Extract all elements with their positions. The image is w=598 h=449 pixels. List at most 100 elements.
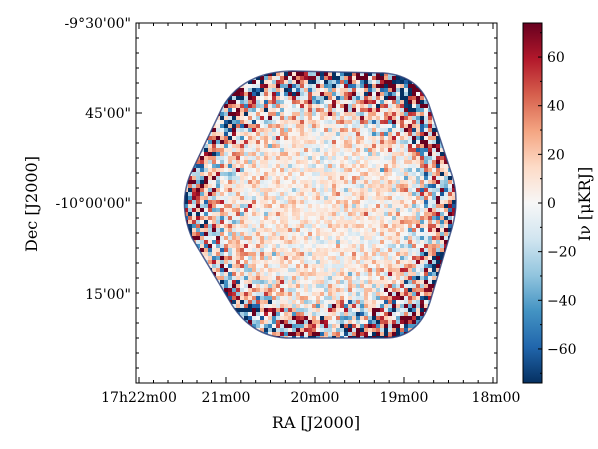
map-pixel [404,184,409,189]
map-pixel [436,256,441,261]
map-pixel [308,324,313,329]
map-pixel [260,316,265,321]
map-pixel [356,312,361,317]
map-pixel [252,188,257,193]
map-pixel [404,316,409,321]
map-pixel [424,340,428,344]
map-pixel [452,236,456,241]
map-pixel [312,120,317,125]
map-pixel [180,196,184,200]
map-pixel [180,152,184,156]
map-pixel [432,196,437,201]
map-pixel [320,120,325,125]
map-pixel [320,236,325,241]
map-pixel [288,176,293,181]
map-pixel [348,132,353,137]
map-pixel [312,84,317,89]
map-pixel [356,160,361,165]
map-pixel [180,172,184,176]
map-pixel [404,80,409,85]
map-pixel [240,184,245,189]
map-pixel [240,108,245,113]
map-pixel [248,212,253,217]
map-pixel [300,188,305,193]
map-pixel [248,100,253,105]
map-pixel [212,112,217,117]
map-pixel [176,316,180,320]
map-pixel [180,312,184,316]
map-pixel [364,212,369,217]
map-pixel [368,156,373,161]
map-pixel [188,208,193,213]
map-pixel [308,284,313,289]
map-pixel [380,84,385,89]
map-pixel [328,148,333,153]
map-pixel [432,268,437,273]
map-pixel [188,132,193,137]
map-pixel [396,272,401,277]
map-pixel [404,192,409,197]
map-pixel [260,232,265,237]
map-pixel [320,160,325,165]
map-pixel [376,144,381,149]
map-pixel [396,176,401,181]
map-pixel [372,136,377,141]
map-pixel [176,272,180,276]
map-pixel [384,300,389,305]
map-pixel [340,172,345,177]
map-pixel [276,132,281,137]
map-pixel [436,88,441,93]
map-pixel [324,260,329,265]
map-pixel [224,280,229,285]
map-pixel [444,276,449,281]
map-pixel [432,88,437,93]
map-pixel [392,268,397,273]
map-pixel [208,272,213,277]
map-pixel [368,116,373,121]
map-pixel [316,172,321,177]
map-pixel [244,220,249,225]
map-pixel [412,156,417,161]
map-pixel [400,340,404,344]
map-pixel [180,168,184,172]
map-pixel [180,292,184,296]
map-pixel [196,276,201,281]
map-pixel [180,208,184,212]
map-pixel [280,328,285,333]
map-pixel [224,164,229,169]
map-pixel [416,180,421,185]
map-pixel [356,296,361,301]
map-pixel [392,320,397,325]
map-pixel [356,152,361,157]
map-pixel [204,308,209,313]
map-pixel [264,316,269,321]
map-pixel [232,244,237,249]
map-pixel [436,312,441,317]
map-pixel [420,324,425,329]
map-pixel [260,71,265,73]
map-pixel [344,308,349,313]
map-pixel [200,76,205,81]
map-pixel [328,168,333,173]
map-pixel [376,240,381,245]
map-pixel [380,136,385,141]
map-pixel [256,228,261,233]
map-pixel [304,288,309,293]
map-pixel [368,100,373,105]
map-pixel [256,316,261,321]
map-pixel [316,124,321,129]
map-pixel [196,340,200,344]
map-pixel [196,124,201,129]
map-pixel [380,264,385,269]
map-pixel [400,172,405,177]
map-pixel [268,208,273,213]
map-pixel [408,104,413,109]
map-pixel [336,288,341,293]
map-pixel [308,292,313,297]
map-pixel [396,96,401,101]
map-pixel [444,300,449,305]
map-pixel [232,108,237,113]
map-pixel [196,308,201,313]
map-pixel [216,164,221,169]
map-pixel [344,224,349,229]
